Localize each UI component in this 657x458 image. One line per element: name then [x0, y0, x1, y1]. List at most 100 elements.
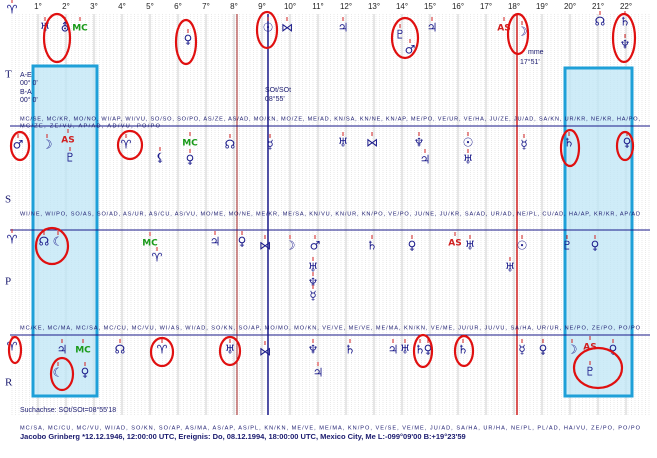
- annotation-ellipse: [453, 334, 475, 368]
- planet-glyph: ♃: [420, 153, 431, 167]
- degree-label: 21°: [592, 2, 604, 11]
- planet-glyph: ☽: [567, 343, 578, 357]
- planet-glyph: ♃: [427, 21, 438, 35]
- planet-glyph: ♄: [345, 343, 356, 357]
- degree-label: 15°: [424, 2, 436, 11]
- planet-glyph: ♃: [338, 21, 349, 35]
- annotations: [7, 10, 637, 392]
- band-label: S: [5, 194, 11, 206]
- annotation-ellipse: [412, 333, 434, 369]
- planet-glyph: ☿: [518, 343, 525, 357]
- planet-glyph: AS: [448, 239, 461, 249]
- planet-glyph: ☉: [517, 239, 528, 253]
- degree-label: 8°: [230, 2, 238, 11]
- band-label: P: [5, 276, 11, 288]
- planet-glyph: ♄: [458, 343, 469, 357]
- planet-glyph: ♅: [463, 153, 474, 167]
- search-axis: Suchachse: SOt/SOt=08°55'18: [20, 406, 116, 414]
- planet-glyph: ☊: [39, 235, 50, 249]
- degree-label: 17°: [480, 2, 492, 11]
- planet-glyph: ♀: [539, 343, 548, 357]
- annotation-ellipse: [218, 335, 242, 367]
- planet-glyph: ☽: [42, 138, 53, 152]
- planet-glyph: ♄: [367, 239, 378, 253]
- planet-glyph: ☾: [53, 235, 64, 249]
- note: mme: [528, 49, 544, 56]
- planet-glyph: ♂: [13, 138, 24, 152]
- planet-glyph: ⋈: [366, 136, 378, 150]
- planet-glyph: ♀: [591, 239, 600, 253]
- annotation-ellipse: [149, 336, 175, 368]
- planet-glyph: ♄: [564, 136, 575, 150]
- planet-glyph: ♇: [65, 151, 76, 165]
- planet-glyph: ♅: [225, 343, 236, 357]
- planet-glyph: ♀: [623, 136, 632, 150]
- annotation-ellipse: [49, 356, 75, 392]
- planet-glyph: ♀: [408, 239, 417, 253]
- degree-label: 11°: [312, 2, 324, 11]
- degree-label: 9°: [258, 2, 266, 11]
- degree-label: 20°: [564, 2, 576, 11]
- midpoint-row: MC/KE, MC/MA, MC/SA, MC/CU, MC/VU, WI/AS…: [20, 325, 641, 331]
- planet-glyph: ☿: [266, 138, 273, 152]
- annotation-ellipse: [9, 130, 31, 162]
- planet-glyph: ♃: [388, 343, 399, 357]
- planet-glyph: ♀: [184, 33, 193, 47]
- annotation-ellipse: [255, 10, 279, 50]
- planet-glyph: ♈: [7, 340, 18, 354]
- annotation-ellipse: [390, 16, 420, 60]
- planet-glyph: ☿: [520, 138, 527, 152]
- annotation-ellipse: [42, 12, 72, 64]
- annotation-ellipse: [615, 130, 635, 162]
- planet-glyph: ☊: [225, 138, 236, 152]
- info-text: 00° 0': [20, 96, 38, 104]
- info-text: B-A: [20, 89, 32, 96]
- degree-label: 14°: [396, 2, 408, 11]
- planet-glyph: MC: [182, 139, 198, 149]
- degree-label: 13°: [368, 2, 380, 11]
- annotation-ellipse: [116, 129, 144, 161]
- planet-glyph: ♀: [238, 235, 247, 249]
- planet-glyph: ⋈: [259, 239, 271, 253]
- planet-glyph: ⋈: [281, 21, 293, 35]
- degree-label: 6°: [174, 2, 182, 11]
- degree-label: 2°: [62, 2, 70, 11]
- annotation-ellipse: [7, 335, 23, 365]
- midpoint-row: MC/SA, MC/CU, MC/VU, WI/AD, SO/KN, SO/AP…: [20, 425, 641, 431]
- info-text: A-E: [20, 72, 32, 79]
- info-text: 00° 0': [20, 79, 38, 87]
- planet-glyph: ♈: [7, 233, 18, 247]
- planet-glyph: ♇: [562, 239, 573, 253]
- planet-glyph: ♈: [121, 138, 132, 152]
- planet-glyph: AS: [61, 136, 74, 146]
- annotation-ellipse: [34, 226, 70, 266]
- planet-glyph: ☽: [517, 25, 528, 39]
- degree-label: 19°: [536, 2, 548, 11]
- planet-glyph: ☊: [595, 15, 606, 29]
- degree-label: 1°: [34, 2, 42, 11]
- note: 17°51': [520, 58, 540, 66]
- planet-glyph: ♅: [465, 239, 476, 253]
- planet-glyph: AS: [497, 24, 510, 34]
- midpoint-row: MC/SE, MC/KR, MO/NO, WI/AP, WI/VU, SO/SO…: [20, 116, 640, 122]
- degree-label: 4°: [118, 2, 126, 11]
- planet-glyph: ☿: [309, 289, 316, 303]
- axis-note: 08°55': [265, 95, 285, 103]
- planet-glyph: MC: [142, 239, 158, 249]
- degree-label: 12°: [340, 2, 352, 11]
- highlight-box: [563, 66, 634, 398]
- planet-glyph: ♃: [313, 366, 324, 380]
- planet-glyph: ♅: [400, 343, 411, 357]
- planet-glyph: ♀: [424, 343, 433, 357]
- annotation-ellipse: [506, 12, 530, 56]
- planet-glyph: ♆: [308, 276, 319, 290]
- planet-glyph: ☉: [263, 21, 274, 35]
- planet-glyph: ☉: [463, 136, 474, 150]
- planet-glyph: ♅: [338, 136, 349, 150]
- band-label: T: [5, 69, 12, 81]
- planet-glyph: ♂: [405, 43, 416, 57]
- planet-glyph: ♆: [620, 38, 631, 52]
- annotation-ellipse: [611, 12, 637, 64]
- planet-glyph: ⚸: [156, 151, 165, 165]
